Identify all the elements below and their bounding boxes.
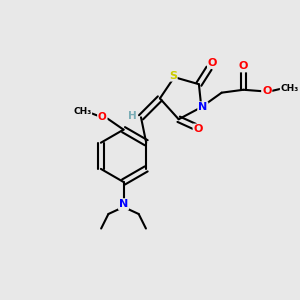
- Text: O: O: [262, 86, 272, 96]
- Text: H: H: [128, 111, 137, 121]
- Text: N: N: [119, 199, 128, 209]
- Text: CH₃: CH₃: [73, 107, 92, 116]
- Text: O: O: [239, 61, 248, 71]
- Text: O: O: [208, 58, 217, 68]
- Text: CH₃: CH₃: [280, 84, 299, 93]
- Text: N: N: [198, 102, 207, 112]
- Text: O: O: [98, 112, 107, 122]
- Text: O: O: [194, 124, 203, 134]
- Text: S: S: [169, 71, 177, 81]
